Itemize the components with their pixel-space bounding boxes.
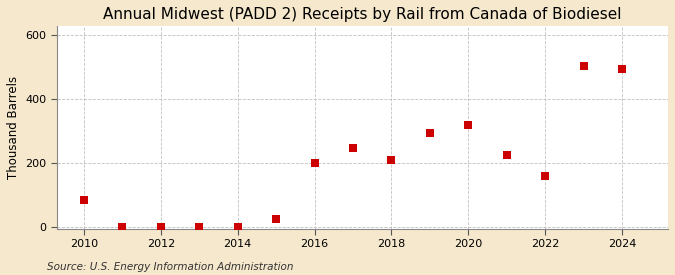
Point xyxy=(348,146,358,150)
Point xyxy=(194,224,205,229)
Point xyxy=(616,67,627,71)
Point xyxy=(78,198,89,202)
Point xyxy=(232,225,243,229)
Title: Annual Midwest (PADD 2) Receipts by Rail from Canada of Biodiesel: Annual Midwest (PADD 2) Receipts by Rail… xyxy=(103,7,622,22)
Point xyxy=(117,225,128,229)
Point xyxy=(425,131,435,135)
Point xyxy=(155,225,166,229)
Point xyxy=(578,64,589,68)
Point xyxy=(271,217,281,222)
Point xyxy=(540,174,551,178)
Y-axis label: Thousand Barrels: Thousand Barrels xyxy=(7,76,20,179)
Point xyxy=(386,158,397,163)
Point xyxy=(502,152,512,157)
Point xyxy=(463,123,474,127)
Text: Source: U.S. Energy Information Administration: Source: U.S. Energy Information Administ… xyxy=(47,262,294,272)
Point xyxy=(309,161,320,166)
